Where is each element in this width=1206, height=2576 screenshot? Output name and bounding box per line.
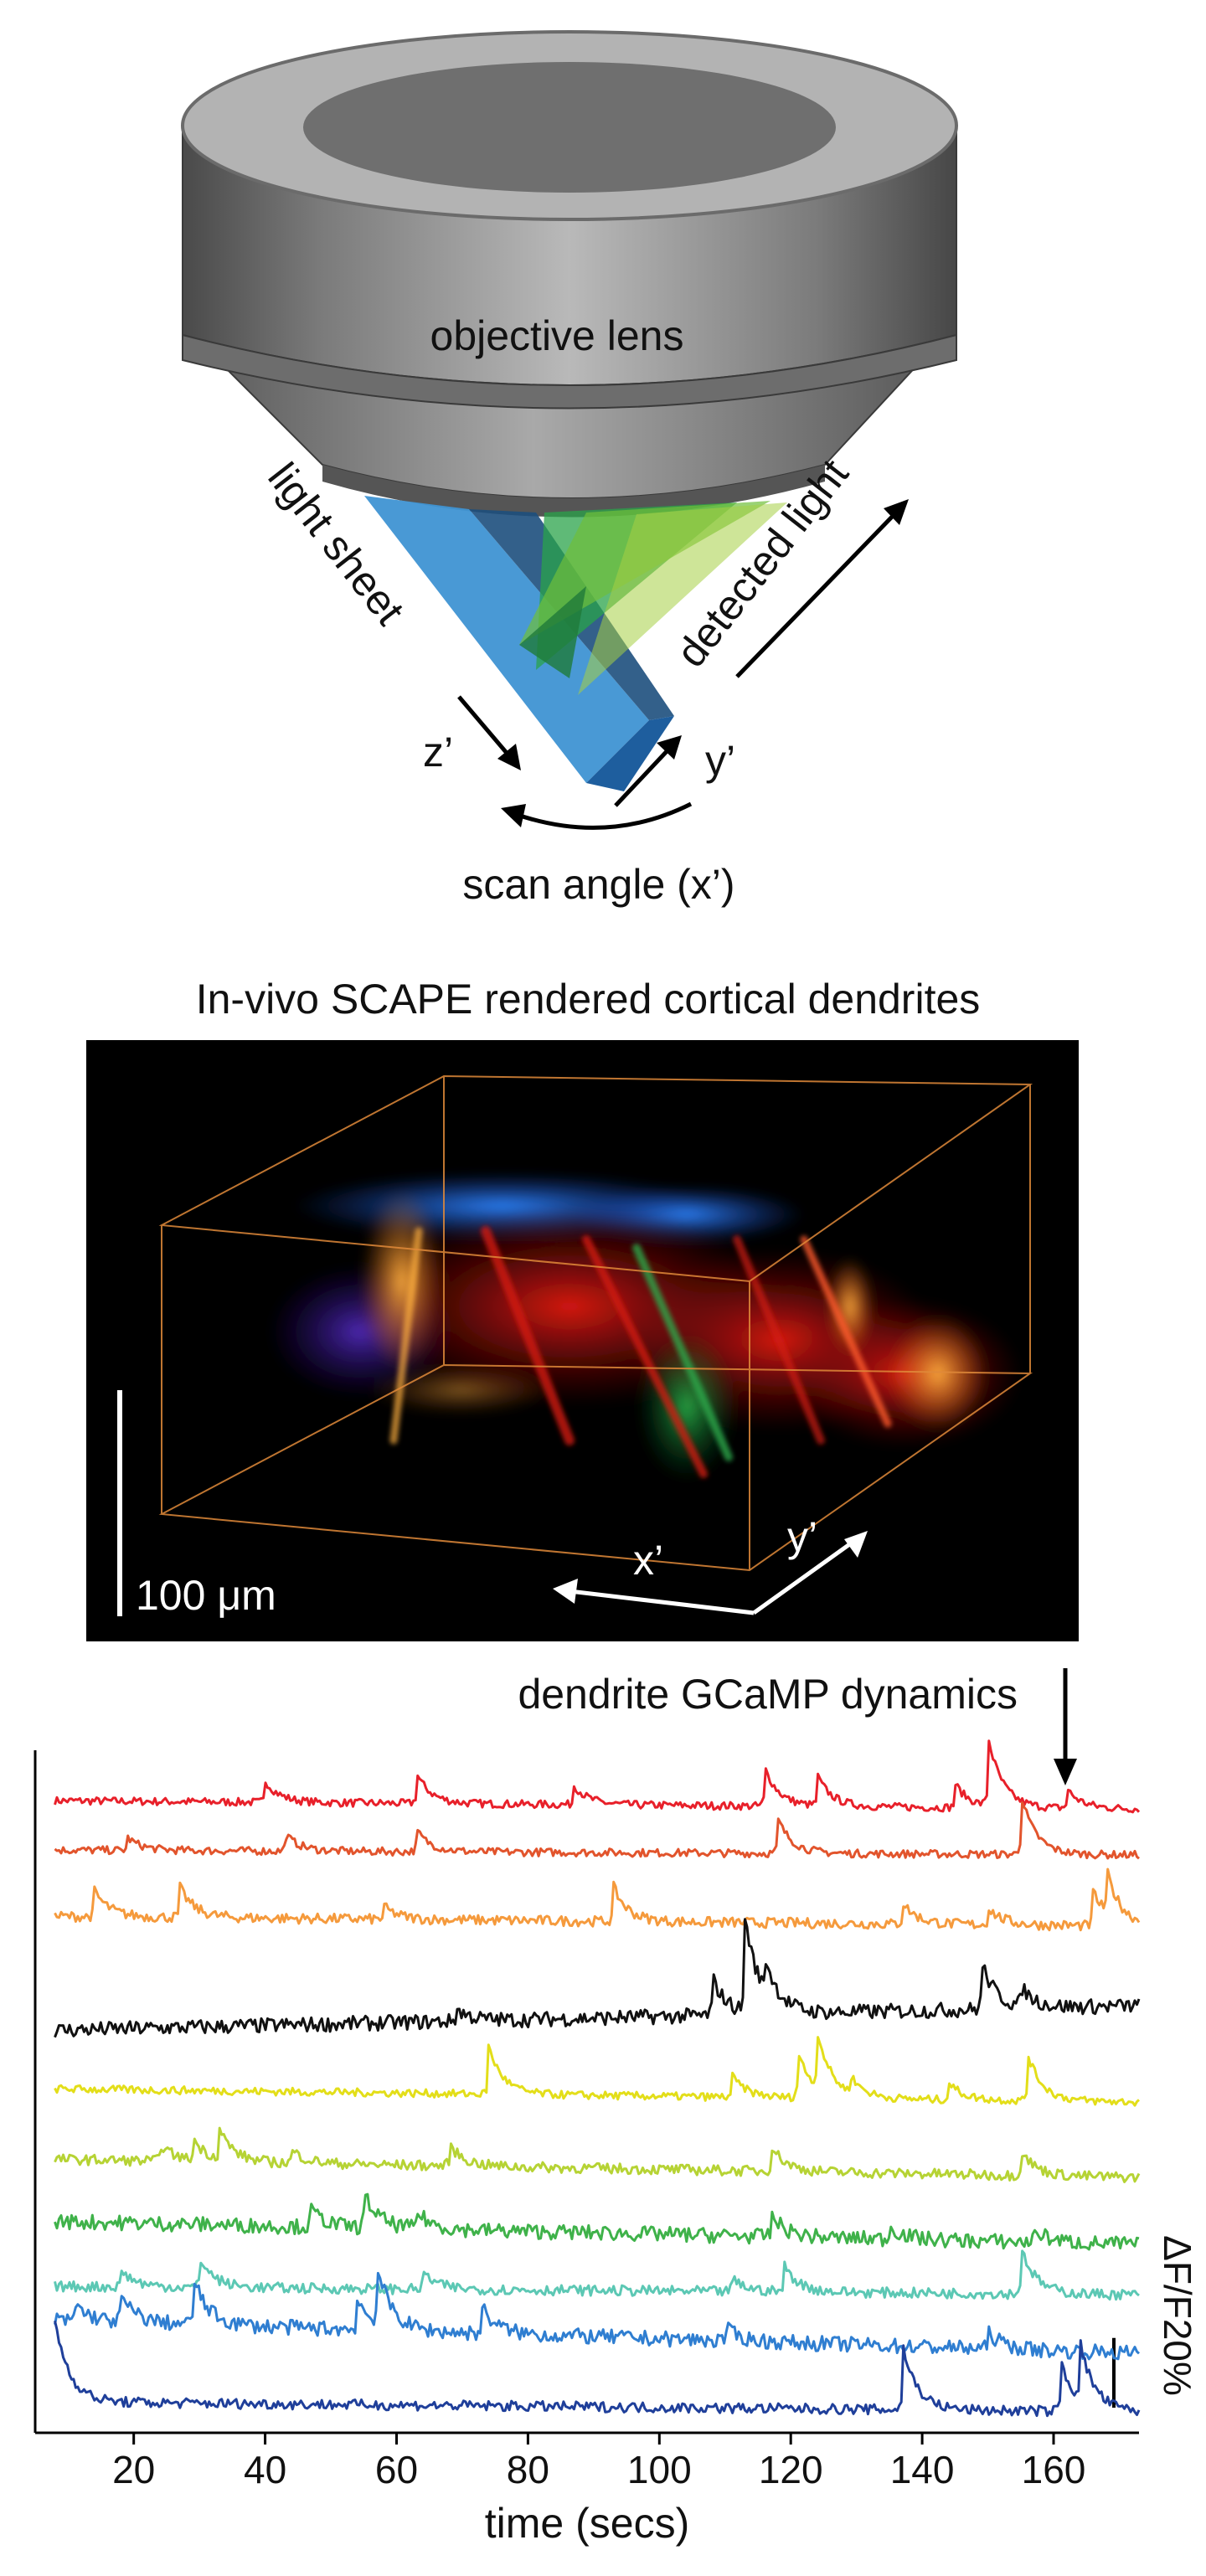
scan-angle-label: scan angle (x’) [462,861,734,908]
trace-line-2 [54,1801,1140,1860]
trace-line-3 [54,1868,1141,1932]
trace-line-4 [54,1918,1141,2038]
traces-chart: 20 40 60 80 100 120 140 160 time (secs) ΔF/F20% [34,1739,1199,2547]
objective-lens-body [181,30,958,518]
volume-axes-arrows [553,1531,868,1615]
dendrite-strands [389,1226,892,1478]
scan-angle-arrow [501,801,693,830]
y-axis-arrow [614,735,682,807]
dff-scale-bar-label: ΔF/F20% [1156,2235,1199,2396]
trace-line-6 [54,2126,1141,2183]
x-axis-label: time (secs) [485,2500,689,2547]
z-axis-arrow [457,695,521,770]
trace-line-8 [54,2249,1140,2301]
detected-light-beam [519,501,787,695]
x-tick-label: 40 [244,2448,286,2491]
y-axis-label: y’ [705,737,735,784]
z-axis-label: z’ [423,729,453,775]
x-tick-label: 120 [759,2448,823,2491]
volume-y-label: y’ [787,1513,817,1560]
volume-x-label: x’ [633,1537,663,1584]
traces-header-arrow [1054,1668,1077,1785]
detected-light-arrow [735,499,909,678]
volume-bounding-box [158,1074,1033,1572]
trace-line-9 [54,2271,1141,2361]
objective-lens-diagram: objective lens light sheet detected ligh… [181,30,958,908]
x-tick-label: 20 [112,2448,155,2491]
x-tick-label: 60 [375,2448,418,2491]
trace-line-10 [54,2321,1141,2418]
x-tick-label: 160 [1022,2448,1086,2491]
x-tick-label: 80 [507,2448,549,2491]
volume-title: In-vivo SCAPE rendered cortical dendrite… [196,976,981,1023]
objective-lens-label: objective lens [430,312,684,359]
traces-header: dendrite GCaMP dynamics [518,1671,1018,1718]
x-tick-label: 100 [627,2448,692,2491]
trace-line-1 [54,1739,1141,1814]
volume-rendering: 100 μm x’ y’ [86,1040,1079,1641]
x-tick-label: 140 [890,2448,955,2491]
scale-bar-label: 100 μm [136,1572,276,1619]
trace-line-7 [54,2192,1140,2251]
trace-line-5 [54,2036,1140,2107]
